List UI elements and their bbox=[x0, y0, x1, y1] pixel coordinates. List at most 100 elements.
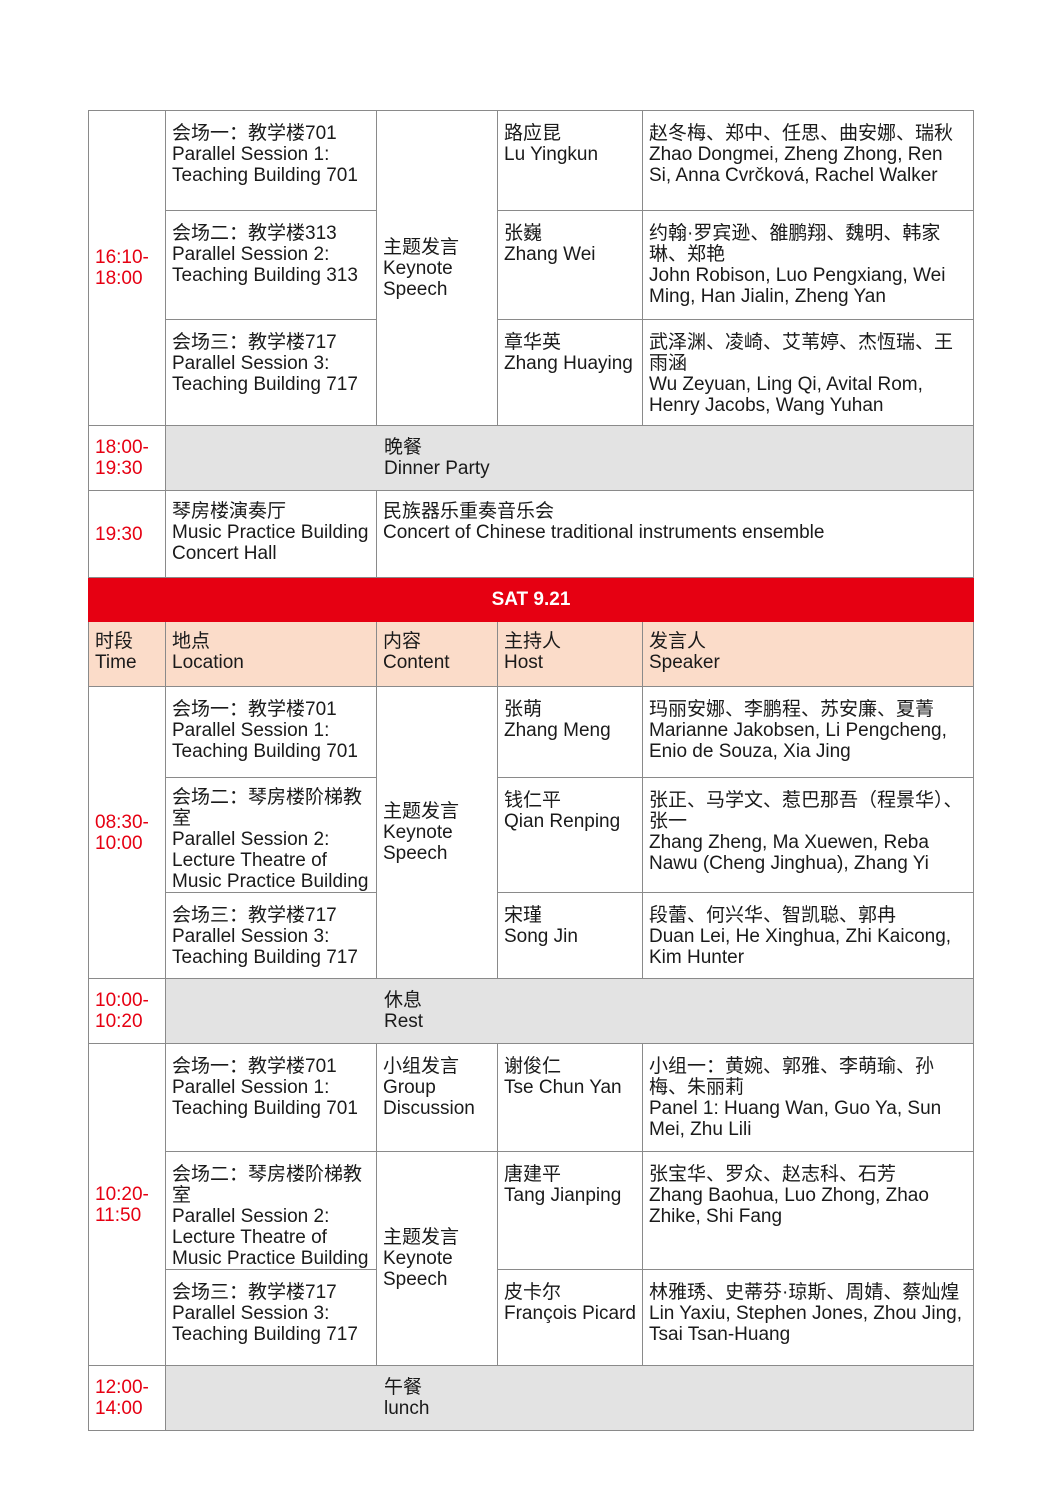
header-host: 主持人 Host bbox=[497, 621, 643, 687]
header-row: 时段 Time 地点 Location 内容 Content 主持人 Host … bbox=[88, 621, 974, 687]
host-cell: 张巍 Zhang Wei bbox=[497, 210, 643, 320]
speaker-text: 段蕾、何兴华、智凯聪、郭冉 Duan Lei, He Xinghua, Zhi … bbox=[649, 905, 952, 968]
speaker-text: 武泽渊、凌崎、艾苇婷、杰恆瑞、王雨涵 Wu Zeyuan, Ling Qi, A… bbox=[649, 332, 954, 416]
header-text: 内容 Content bbox=[383, 631, 450, 673]
break-cell: 午餐 lunch bbox=[165, 1365, 974, 1431]
location-text: 会场二：教学楼313 Parallel Session 2: Teaching … bbox=[172, 223, 358, 286]
time-cell: 12:00- 14:00 bbox=[88, 1365, 166, 1431]
table-row: 16:10- 18:00 会场一：教学楼701 Parallel Session… bbox=[88, 110, 974, 426]
time-text: 18:00- 19:30 bbox=[95, 437, 149, 479]
table-row: 会场二：琴房楼阶梯教室 Parallel Session 2: Lecture … bbox=[89, 1151, 974, 1366]
location-cell: 会场一：教学楼701 Parallel Session 1: Teaching … bbox=[165, 686, 377, 778]
break-text: 休息 Rest bbox=[384, 990, 424, 1032]
location-text: 会场二：琴房楼阶梯教室 Parallel Session 2: Lecture … bbox=[172, 787, 369, 892]
host-text: 皮卡尔 François Picard bbox=[504, 1282, 636, 1324]
speaker-cell: 赵冬梅、郑中、任思、曲安娜、瑞秋 Zhao Dongmei, Zheng Zho… bbox=[642, 110, 974, 211]
dinner-row: 18:00- 19:30 晚餐 Dinner Party bbox=[88, 425, 974, 491]
location-text: 琴房楼演奏厅 Music Practice Building Concert H… bbox=[172, 501, 369, 564]
speaker-cell: 张正、马学文、惹巴那吾（程景华）、张一 Zhang Zheng, Ma Xuew… bbox=[642, 777, 974, 893]
location-cell: 琴房楼演奏厅 Music Practice Building Concert H… bbox=[165, 490, 377, 578]
time-cell: 08:30- 10:00 bbox=[88, 686, 166, 979]
time-text: 08:30- 10:00 bbox=[95, 811, 149, 854]
speaker-cell: 段蕾、何兴华、智凯聪、郭冉 Duan Lei, He Xinghua, Zhi … bbox=[642, 892, 974, 979]
header-content: 内容 Content bbox=[376, 621, 498, 687]
speaker-cell: 林雅琇、史蒂芬·琼斯、周婧、蔡灿煌 Lin Yaxiu, Stephen Jon… bbox=[642, 1269, 974, 1366]
host-text: 张巍 Zhang Wei bbox=[504, 223, 596, 265]
host-text: 路应昆 Lu Yingkun bbox=[504, 123, 599, 165]
host-cell: 皮卡尔 François Picard bbox=[497, 1269, 643, 1366]
header-location: 地点 Location bbox=[165, 621, 377, 687]
host-cell: 唐建平 Tang Jianping bbox=[497, 1151, 643, 1270]
table-row: 会场三：教学楼717 Parallel Session 3: Teaching … bbox=[89, 1269, 974, 1366]
break-cell: 休息 Rest bbox=[165, 978, 974, 1044]
content-text: 民族器乐重奏音乐会 Concert of Chinese traditional… bbox=[383, 501, 825, 543]
time-text: 10:00- 10:20 bbox=[95, 990, 149, 1032]
schedule-table: 16:10- 18:00 会场一：教学楼701 Parallel Session… bbox=[88, 110, 974, 1431]
time-text: 19:30 bbox=[95, 523, 143, 545]
speaker-cell: 玛丽安娜、李鹏程、苏安廉、夏菁 Marianne Jakobsen, Li Pe… bbox=[642, 686, 974, 778]
location-text: 会场三：教学楼717 Parallel Session 3: Teaching … bbox=[172, 905, 358, 968]
location-text: 会场一：教学楼701 Parallel Session 1: Teaching … bbox=[172, 123, 358, 186]
speaker-cell: 约翰·罗宾逊、雒鹏翔、魏明、韩家琳、郑艳 John Robison, Luo P… bbox=[642, 210, 974, 320]
speaker-text: 张宝华、罗众、赵志科、石芳 Zhang Baohua, Luo Zhong, Z… bbox=[649, 1164, 929, 1227]
host-cell: 钱仁平 Qian Renping bbox=[497, 777, 643, 893]
header-text: 地点 Location bbox=[172, 631, 244, 673]
time-cell: 18:00- 19:30 bbox=[88, 425, 166, 491]
content-cell: 主题发言 Keynote Speech bbox=[376, 1151, 498, 1366]
speaker-cell: 武泽渊、凌崎、艾苇婷、杰恆瑞、王雨涵 Wu Zeyuan, Ling Qi, A… bbox=[642, 319, 974, 426]
location-cell: 会场二：琴房楼阶梯教室 Parallel Session 2: Lecture … bbox=[165, 777, 377, 893]
location-cell: 会场三：教学楼717 Parallel Session 3: Teaching … bbox=[165, 1269, 377, 1366]
speaker-text: 林雅琇、史蒂芬·琼斯、周婧、蔡灿煌 Lin Yaxiu, Stephen Jon… bbox=[649, 1282, 963, 1345]
content-text: 主题发言 Keynote Speech bbox=[383, 801, 460, 864]
speaker-cell: 小组一：黄婉、郭雅、李萌瑜、孙梅、朱丽莉 Panel 1: Huang Wan,… bbox=[642, 1043, 974, 1152]
table-row: 会场二：教学楼313 Parallel Session 2: Teaching … bbox=[89, 210, 974, 320]
time-text: 16:10- 18:00 bbox=[95, 247, 149, 289]
break-text: 晚餐 Dinner Party bbox=[384, 437, 490, 479]
speaker-text: 约翰·罗宾逊、雒鹏翔、魏明、韩家琳、郑艳 John Robison, Luo P… bbox=[649, 223, 946, 307]
day-label: SAT 9.21 bbox=[88, 577, 974, 622]
host-cell: 章华英 Zhang Huaying bbox=[497, 319, 643, 426]
speaker-cell: 张宝华、罗众、赵志科、石芳 Zhang Baohua, Luo Zhong, Z… bbox=[642, 1151, 974, 1270]
location-text: 会场三：教学楼717 Parallel Session 3: Teaching … bbox=[172, 332, 358, 395]
time-cell: 19:30 bbox=[88, 490, 166, 578]
table-row: 会场三：教学楼717 Parallel Session 3: Teaching … bbox=[89, 319, 974, 426]
content-cell: 民族器乐重奏音乐会 Concert of Chinese traditional… bbox=[376, 490, 974, 578]
host-text: 宋瑾 Song Jin bbox=[504, 905, 578, 947]
location-text: 会场一：教学楼701 Parallel Session 1: Teaching … bbox=[172, 699, 358, 762]
location-cell: 会场三：教学楼717 Parallel Session 3: Teaching … bbox=[165, 892, 377, 979]
speaker-text: 张正、马学文、惹巴那吾（程景华）、张一 Zhang Zheng, Ma Xuew… bbox=[649, 790, 963, 874]
host-cell: 谢俊仁 Tse Chun Yan bbox=[497, 1043, 643, 1152]
location-cell: 会场二：琴房楼阶梯教室 Parallel Session 2: Lecture … bbox=[165, 1151, 377, 1270]
host-cell: 宋瑾 Song Jin bbox=[497, 892, 643, 979]
break-text: 午餐 lunch bbox=[384, 1377, 430, 1419]
location-cell: 会场一：教学楼701 Parallel Session 1: Teaching … bbox=[165, 110, 377, 211]
host-text: 章华英 Zhang Huaying bbox=[504, 332, 633, 374]
host-cell: 路应昆 Lu Yingkun bbox=[497, 110, 643, 211]
host-cell: 张萌 Zhang Meng bbox=[497, 686, 643, 778]
table-row: 10:20- 11:50 会场一：教学楼701 Parallel Session… bbox=[88, 1043, 974, 1366]
time-text: 10:20- 11:50 bbox=[95, 1183, 149, 1226]
table-row: 08:30- 10:00 会场一：教学楼701 Parallel Session… bbox=[88, 686, 974, 979]
content-cell: 小组发言 Group Discussion bbox=[376, 1043, 498, 1152]
time-cell: 10:20- 11:50 bbox=[88, 1043, 166, 1366]
time-text: 12:00- 14:00 bbox=[95, 1377, 149, 1419]
location-text: 会场三：教学楼717 Parallel Session 3: Teaching … bbox=[172, 1282, 358, 1345]
host-text: 钱仁平 Qian Renping bbox=[504, 790, 621, 832]
break-cell: 晚餐 Dinner Party bbox=[165, 425, 974, 491]
location-text: 会场一：教学楼701 Parallel Session 1: Teaching … bbox=[172, 1056, 358, 1119]
location-cell: 会场三：教学楼717 Parallel Session 3: Teaching … bbox=[165, 319, 377, 426]
header-text: 时段 Time bbox=[95, 631, 137, 673]
speaker-text: 小组一：黄婉、郭雅、李萌瑜、孙梅、朱丽莉 Panel 1: Huang Wan,… bbox=[649, 1056, 942, 1140]
rest-row: 10:00- 10:20 休息 Rest bbox=[88, 978, 974, 1044]
host-text: 谢俊仁 Tse Chun Yan bbox=[504, 1056, 622, 1098]
concert-row: 19:30 琴房楼演奏厅 Music Practice Building Con… bbox=[88, 490, 974, 578]
table-row: 会场二：琴房楼阶梯教室 Parallel Session 2: Lecture … bbox=[89, 777, 974, 893]
location-cell: 会场二：教学楼313 Parallel Session 2: Teaching … bbox=[165, 210, 377, 320]
content-text: 主题发言 Keynote Speech bbox=[383, 1227, 460, 1290]
speaker-text: 赵冬梅、郑中、任思、曲安娜、瑞秋 Zhao Dongmei, Zheng Zho… bbox=[649, 123, 954, 186]
content-text: 小组发言 Group Discussion bbox=[383, 1056, 475, 1119]
lunch-row: 12:00- 14:00 午餐 lunch bbox=[88, 1365, 974, 1431]
location-text: 会场二：琴房楼阶梯教室 Parallel Session 2: Lecture … bbox=[172, 1164, 369, 1269]
content-cell: 主题发言 Keynote Speech bbox=[376, 686, 498, 979]
day-banner: SAT 9.21 bbox=[88, 577, 974, 622]
